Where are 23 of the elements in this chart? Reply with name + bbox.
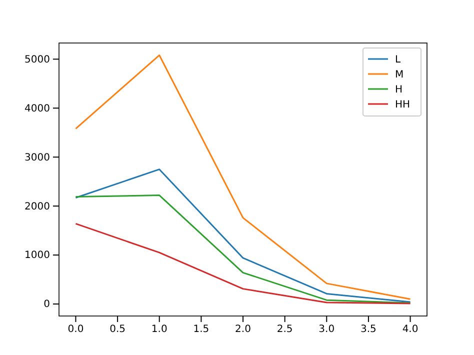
legend-label: HH: [395, 100, 410, 110]
line-series: [74, 222, 412, 304]
x-tick-label: 0.0: [68, 324, 84, 336]
y-tick-label: 5000: [24, 54, 50, 66]
x-tick-label: 2.5: [276, 324, 293, 336]
line-series: [74, 194, 412, 304]
line-series: [74, 168, 412, 303]
y-tick-label: 3000: [24, 152, 50, 164]
y-tick-label: 2000: [24, 201, 50, 212]
x-tick-label: 3.0: [318, 324, 335, 336]
legend-label: M: [395, 70, 404, 80]
x-tick-label: 2.0: [235, 324, 251, 336]
x-tick-label: 4.0: [402, 324, 418, 336]
y-tick-label: 0: [44, 299, 50, 310]
legend-label: H: [395, 84, 403, 96]
x-tick-label: 3.5: [360, 324, 376, 336]
x-tick-label: 0.5: [110, 324, 126, 336]
y-tick-label: 4000: [24, 103, 50, 114]
y-tick-label: 1000: [24, 250, 50, 262]
line-series: [74, 54, 412, 300]
legend-label: L: [395, 54, 401, 66]
x-tick-label: 1.5: [193, 324, 210, 336]
x-tick-label: 1.0: [151, 324, 168, 336]
